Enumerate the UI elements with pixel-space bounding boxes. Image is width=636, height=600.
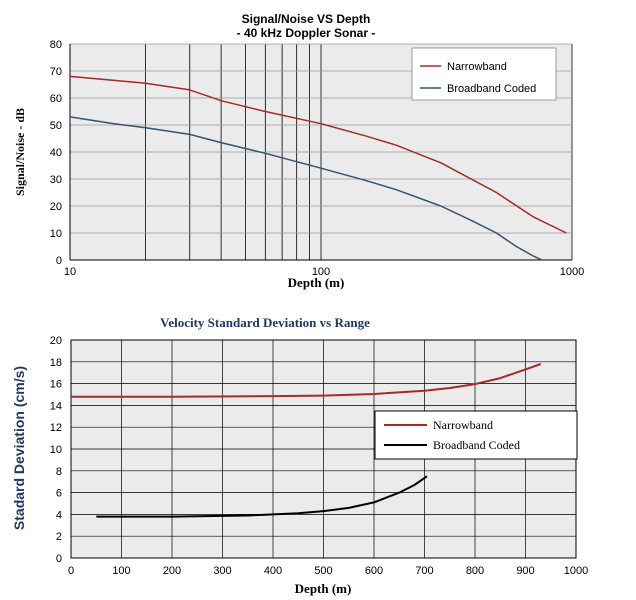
y-tick-label: 60 — [50, 93, 62, 105]
y-tick-label: 40 — [50, 147, 62, 159]
y-tick-label: 50 — [50, 120, 62, 132]
y-tick-label: 80 — [50, 39, 62, 51]
legend-label-narrowband: Narrowband — [447, 61, 507, 73]
x-tick-label: 1000 — [560, 266, 584, 278]
x-tick-label: 100 — [312, 266, 330, 278]
legend-box — [411, 47, 557, 101]
legend-label-broadband: Broadband Coded — [447, 83, 536, 95]
chart-title: Signal/Noise VS Depth — [242, 12, 371, 26]
y-axis-label: Signal/Noise - dB — [13, 108, 27, 196]
y-tick-label: 30 — [50, 174, 62, 186]
series-line-broadband-coded — [69, 116, 543, 261]
chart-subtitle: - 40 kHz Doppler Sonar - — [237, 26, 376, 40]
y-tick-label: 20 — [50, 201, 62, 213]
series-lines — [69, 75, 567, 261]
y-tick-label: 0 — [56, 255, 62, 267]
y-tick-label: 70 — [50, 66, 62, 78]
series-line-narrowband — [69, 75, 567, 234]
y-tick-label: 10 — [50, 228, 62, 240]
legend: Narrowband Broadband Coded — [411, 47, 557, 101]
x-tick-label: 10 — [64, 266, 76, 278]
x-axis-label: Depth (m) — [288, 275, 345, 290]
